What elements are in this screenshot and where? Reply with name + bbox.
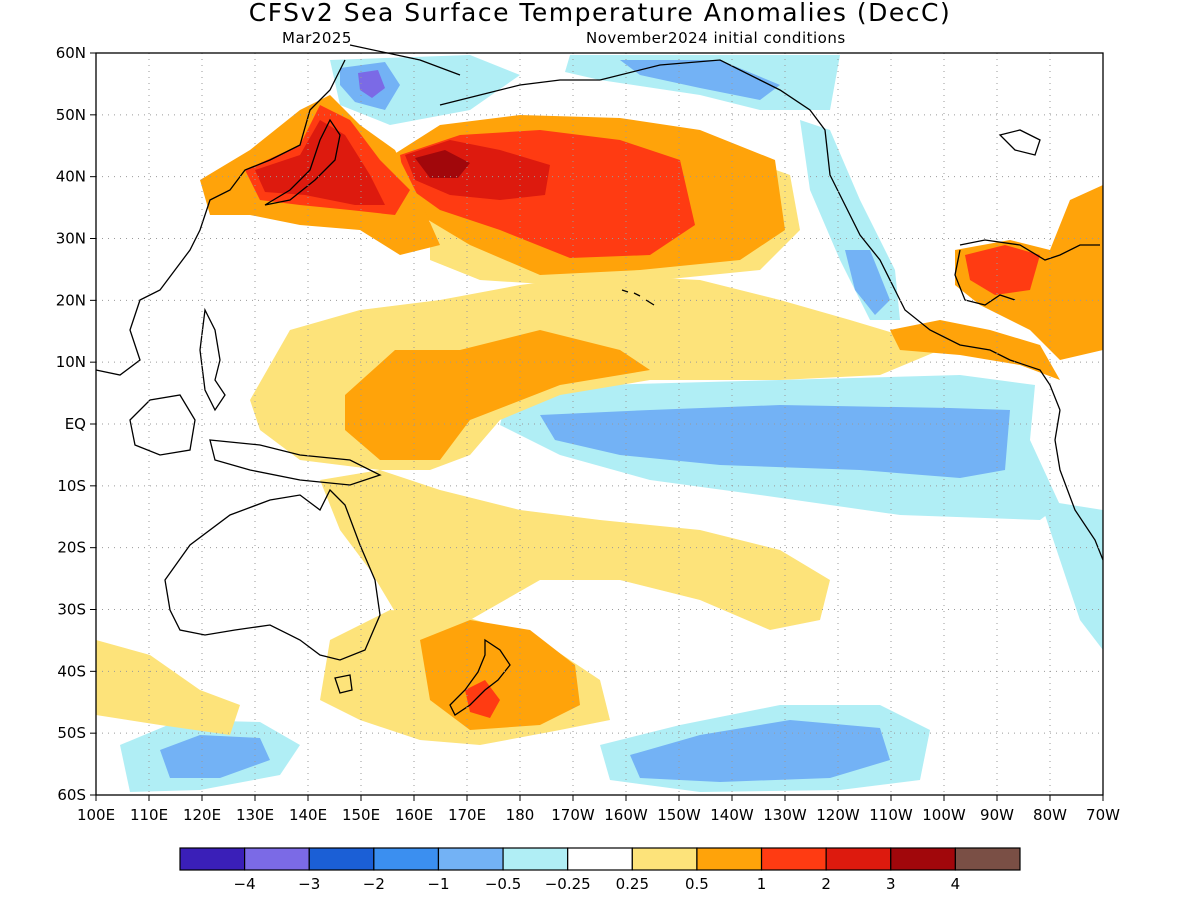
coastline-australia	[164, 488, 381, 661]
lon-label: 80W	[1033, 806, 1067, 824]
anomaly-region-warm-new-zealand	[420, 620, 580, 730]
lon-label: 130W	[763, 806, 807, 824]
lon-label: 100E	[77, 806, 115, 824]
legend-label: −0.5	[485, 875, 521, 893]
lat-label: 50N	[56, 106, 86, 124]
lat-label: 10N	[56, 353, 86, 371]
legend-swatch	[373, 847, 440, 871]
coastline-asia	[95, 59, 346, 376]
lon-label: 90W	[980, 806, 1014, 824]
gridlines	[96, 53, 1103, 795]
anomaly-region-cool-southern-ocean-east-core	[630, 720, 890, 782]
lon-label: 140W	[710, 806, 754, 824]
lat-label: 20N	[56, 291, 86, 309]
legend-swatch	[179, 847, 246, 871]
legend-swatch	[502, 847, 569, 871]
anomaly-region-cool-peru	[1040, 500, 1103, 650]
legend-swatch	[631, 847, 698, 871]
lon-label: 150E	[342, 806, 380, 824]
map-frame-and-grid: 60N 50N 40N 30N 20N 10N EQ 10S 20S 30S 40S 50S 60S 1…	[56, 44, 1120, 824]
legend-swatch	[954, 847, 1021, 871]
tick-marks	[90, 52, 1104, 801]
legend-label: −3	[298, 875, 320, 893]
legend-swatch	[890, 847, 956, 871]
legend-swatch	[696, 847, 763, 871]
anomaly-region-warm-south-pacific	[320, 470, 830, 640]
lon-label: 170W	[551, 806, 595, 824]
anomaly-region-warm-central-america	[890, 320, 1060, 380]
lat-label: 60S	[57, 786, 86, 804]
lon-label: 170E	[448, 806, 486, 824]
coastline-japan	[264, 118, 341, 206]
lon-label: 110W	[869, 806, 913, 824]
legend-label: −4	[234, 875, 256, 893]
legend-label: −2	[363, 875, 385, 893]
lon-label: 70W	[1086, 806, 1120, 824]
legend-label: −0.25	[545, 875, 591, 893]
anomaly-region-warm-gulf-of-mexico-core	[965, 245, 1040, 295]
coastline-alaska-aleutians	[349, 44, 600, 106]
color-legend: −4 −3 −2 −1 −0.5 −0.25 0.25 0.5 1 2 3 4	[179, 847, 1021, 893]
anomaly-region-warm-japan-core	[255, 120, 385, 205]
lon-label: 150W	[657, 806, 701, 824]
anomaly-region-warm-south-indian	[96, 640, 240, 735]
coastline-new-zealand	[449, 638, 511, 716]
lon-label: 120E	[183, 806, 221, 824]
anomaly-fields	[96, 55, 1103, 792]
coastline-borneo-indonesia	[129, 394, 382, 486]
initial-conditions: November2024 initial conditions	[586, 29, 846, 47]
land-coastlines	[95, 44, 1104, 716]
legend-label: 0.5	[685, 875, 709, 893]
anomaly-region-cool-equatorial-core	[540, 405, 1010, 478]
legend-swatch	[825, 847, 892, 871]
anomaly-region-warm-west-equatorial	[345, 330, 650, 460]
lon-label: 130E	[236, 806, 274, 824]
legend-label: 3	[886, 875, 896, 893]
lat-label: 40S	[57, 662, 86, 680]
legend-label: 4	[951, 875, 961, 893]
lat-label: 20S	[57, 539, 86, 557]
legend-label: 1	[757, 875, 767, 893]
anomaly-region-cool-okhotsk-core	[358, 70, 385, 98]
map-title: CFSv2 Sea Surface Temperature Anomalies …	[248, 0, 952, 27]
legend-label: −1	[427, 875, 449, 893]
lon-label: 140E	[289, 806, 327, 824]
coastline-south-america	[1054, 409, 1104, 561]
lon-label: 120W	[816, 806, 860, 824]
lat-label: 30S	[57, 601, 86, 619]
lon-label: 110E	[130, 806, 168, 824]
legend-swatch	[437, 847, 504, 871]
lat-label: 60N	[56, 44, 86, 62]
coastline-great-lakes	[998, 129, 1041, 156]
legend-label: 2	[821, 875, 831, 893]
legend-swatch	[567, 847, 633, 871]
lon-label: 160W	[604, 806, 648, 824]
lat-label: 50S	[57, 724, 86, 742]
legend-swatch	[308, 847, 375, 871]
legend-label: 0.25	[616, 875, 649, 893]
lat-label: 10S	[57, 477, 86, 495]
anomaly-region-cool-california-inner	[845, 250, 890, 315]
legend-swatch	[760, 847, 827, 871]
anomaly-region-cool-southern-ocean-west-core	[160, 735, 270, 778]
longitude-labels: 100E 110E 120E 130E 140E 150E 160E 170E 180 170W 1…	[77, 806, 1120, 824]
lon-label: 180	[506, 806, 535, 824]
lat-label: 30N	[56, 230, 86, 248]
legend-swatch	[244, 847, 310, 871]
lon-label: 100W	[922, 806, 966, 824]
lat-label: 40N	[56, 168, 86, 186]
anomaly-region-warm-new-zealand-core	[465, 680, 500, 718]
coastline-hawaii	[621, 289, 655, 306]
lat-label: EQ	[65, 415, 86, 433]
latitude-labels: 60N 50N 40N 30N 20N 10N EQ 10S 20S 30S 40S 50S 60S	[56, 44, 86, 804]
anomaly-region-warm-north-central-peak	[415, 150, 470, 178]
forecast-month: Mar2025	[282, 29, 352, 47]
coastline-north-america	[599, 59, 1061, 411]
coastline-philippines	[199, 307, 226, 412]
lon-label: 160E	[395, 806, 433, 824]
coastline-tasmania	[334, 674, 353, 694]
coastline-gulf-of-mexico	[954, 239, 1100, 306]
